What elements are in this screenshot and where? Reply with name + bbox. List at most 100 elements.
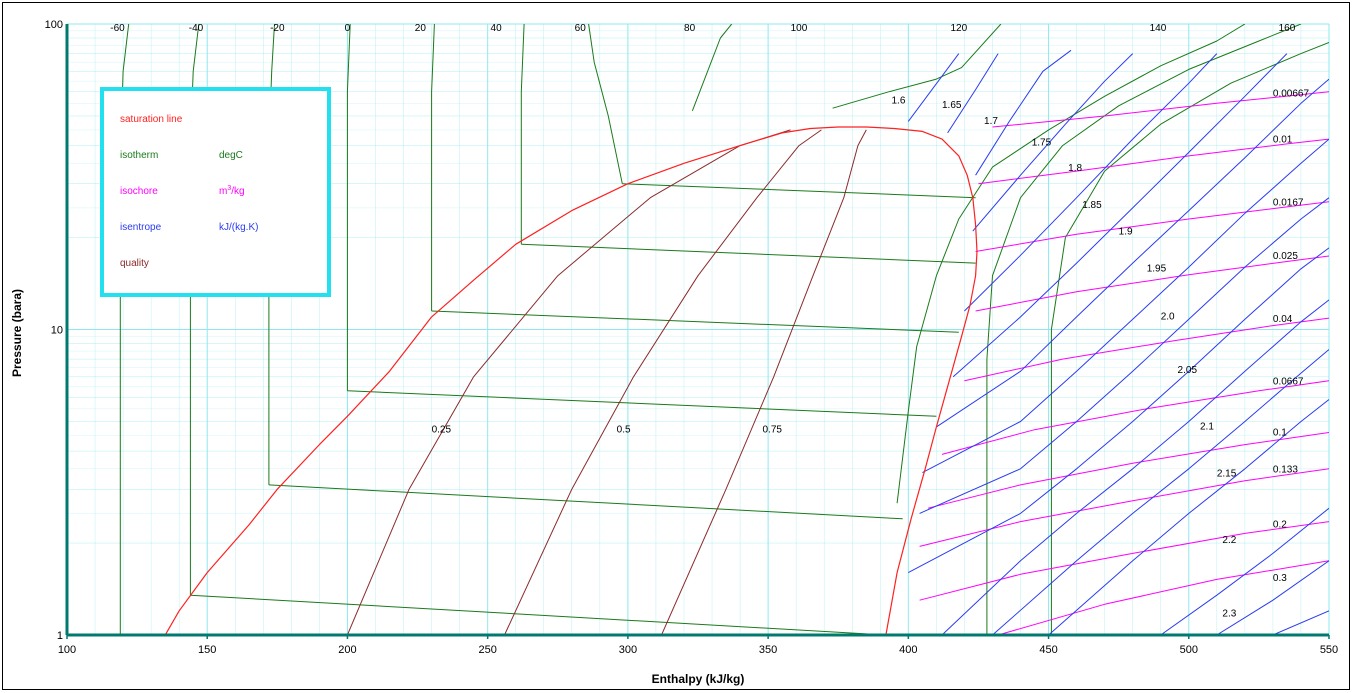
isentrope-2.15	[992, 349, 1329, 635]
isentrope-1.6	[907, 53, 960, 122]
isotherm-140	[986, 24, 1302, 635]
isotherm-label: 120	[950, 23, 967, 34]
isentrope-label: 2.3	[1222, 608, 1236, 619]
isotherm-160	[1050, 42, 1329, 635]
isentrope-label: 1.9	[1119, 226, 1133, 237]
tie-line-60	[622, 183, 976, 199]
tie-line-40	[521, 243, 976, 264]
isentrope-1.75	[972, 53, 1134, 232]
isochore-label: 0.133	[1273, 465, 1298, 476]
saturation-line	[164, 126, 978, 635]
isochore-0.0667	[941, 380, 1329, 455]
isochore-label: 0.3	[1273, 573, 1287, 584]
isotherm-label: 100	[791, 23, 808, 34]
isochore-0.1	[927, 432, 1329, 509]
legend-isochore: isochore	[120, 186, 158, 197]
quality-label: 0.25	[432, 425, 452, 436]
isochore-label: 0.04	[1273, 314, 1293, 325]
isotherm-120	[896, 24, 1246, 504]
isotherm-label: 140	[1150, 23, 1167, 34]
isentrope-1.9	[936, 78, 1329, 428]
legend: saturation line isotherm degC isochore m…	[100, 87, 331, 297]
quality-line-0.25	[346, 129, 791, 635]
isentrope-2.0	[919, 197, 1329, 514]
isotherm-20	[431, 24, 435, 311]
isentrope-label: 2.2	[1222, 535, 1236, 546]
isochore-label: 0.01	[1273, 134, 1293, 145]
isochore-0.3	[997, 560, 1329, 635]
isentrope-label: 1.7	[984, 116, 998, 127]
x-tick-label: 550	[1320, 644, 1338, 656]
quality-label: 0.5	[617, 425, 631, 436]
isentrope-label: 1.95	[1147, 263, 1167, 274]
isentrope-2.4	[1272, 610, 1329, 635]
legend-isentrope: isentrope	[120, 222, 162, 233]
isentrope-1.85	[952, 53, 1288, 378]
isotherm-label: -60	[110, 23, 125, 34]
legend-isotherm: isotherm	[120, 150, 158, 161]
y-tick-label: 1	[57, 630, 63, 642]
isotherm-40	[520, 24, 525, 245]
legend-box	[100, 87, 331, 297]
isochore-0.00667	[992, 91, 1329, 128]
isentrope-2.2	[1048, 399, 1329, 635]
legend-isochore-unit: m3/kg	[219, 185, 245, 197]
legend-saturation: saturation line	[120, 114, 183, 125]
x-tick-label: 400	[899, 644, 917, 656]
isentrope-1.95	[922, 138, 1329, 474]
isotherm-label: 80	[684, 23, 696, 34]
y-axis-title: Pressure (bara)	[10, 289, 24, 377]
isotherm-label: -20	[270, 23, 285, 34]
isochore-label: 0.00667	[1273, 88, 1310, 99]
isentrope-1.65	[947, 53, 999, 134]
isotherm-label: 60	[575, 23, 587, 34]
quality-line-0.75	[661, 129, 867, 635]
isentrope-lines	[907, 49, 1329, 635]
isochore-label: 0.0667	[1273, 377, 1304, 388]
isentrope-label: 2.15	[1217, 469, 1237, 480]
x-tick-label: 450	[1039, 644, 1057, 656]
isochore-0.2	[919, 521, 1329, 601]
x-tick-label: 250	[478, 644, 496, 656]
isotherm-label: -40	[189, 23, 204, 34]
y-tick-label: 100	[45, 19, 63, 31]
x-tick-label: 150	[198, 644, 216, 656]
isochore-0.0167	[975, 201, 1329, 252]
x-tick-label: 500	[1180, 644, 1198, 656]
legend-isochore-unit-tail: /kg	[231, 186, 244, 197]
isentrope-1.8	[964, 53, 1218, 312]
isentrope-2.1	[941, 299, 1329, 635]
isochore-0.01	[978, 138, 1329, 185]
isentrope-label: 1.6	[892, 95, 906, 106]
isentrope-label: 2.1	[1200, 422, 1214, 433]
legend-isentrope-unit: kJ/(kg.K)	[219, 222, 258, 233]
x-tick-label: 350	[759, 644, 777, 656]
isotherm-100	[832, 24, 1002, 109]
quality-line-0.5	[504, 129, 822, 635]
y-tick-label: 10	[51, 325, 63, 337]
tie-line-0	[347, 390, 937, 417]
isochore-0.04	[964, 317, 1329, 382]
isentrope-label: 1.75	[1032, 138, 1052, 149]
pressure-enthalpy-chart: -60 -40 -20 0 20 40 60 80 100 120 140 160 1.6 1.65 1.7…	[10, 19, 1339, 686]
isotherm-60	[588, 24, 623, 184]
isotherm-label: 40	[491, 23, 503, 34]
isochore-label: 0.1	[1273, 427, 1287, 438]
isotherm-lines	[119, 24, 1329, 635]
curve-labels: -60 -40 -20 0 20 40 60 80 100 120 140 160 1.6 1.65 1.7…	[110, 23, 1309, 620]
isochore-label: 0.2	[1273, 519, 1287, 530]
isochore-lines	[919, 91, 1329, 635]
isentrope-2.35	[1216, 560, 1329, 635]
tie-line--20	[268, 484, 903, 520]
isentrope-label: 1.65	[942, 100, 962, 111]
x-axis-title: Enthalpy (kJ/kg)	[652, 672, 745, 686]
isochore-label: 0.025	[1273, 251, 1298, 262]
isentrope-label: 1.85	[1082, 200, 1102, 211]
tie-line--40	[190, 594, 886, 635]
isochore-label: 0.0167	[1273, 197, 1304, 208]
quality-label: 0.75	[763, 425, 783, 436]
isotherm-label: 160	[1279, 23, 1296, 34]
isentrope-label: 1.8	[1068, 163, 1082, 174]
